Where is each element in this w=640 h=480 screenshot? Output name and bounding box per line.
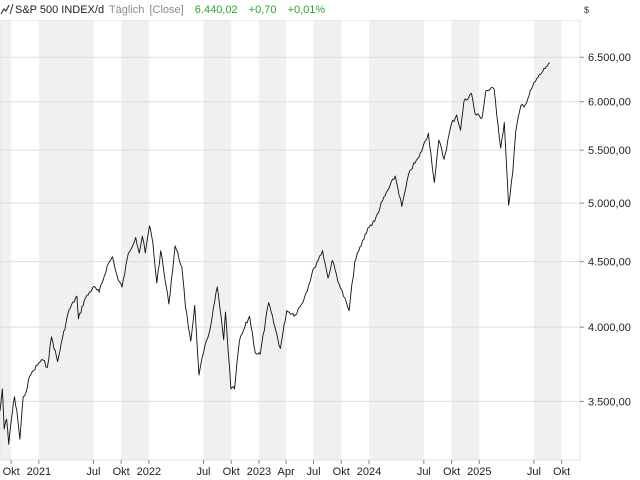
y-axis: 3.500,00 4.000,00 4.500,00 5.000,00 5.500,00… (580, 52, 631, 408)
period-band (203, 20, 232, 460)
line-chart-icon (0, 3, 14, 15)
y-tick-label: 5.500,00 (588, 145, 631, 157)
price-line (0, 62, 550, 445)
chart-header: S&P 500 INDEX/d Täglich [Close] 6.440,02… (0, 0, 580, 20)
x-axis: Okt 2021 Jul Okt 2022 Jul Okt 2023 Apr Jul Okt 2024… (3, 460, 570, 478)
gridlines (0, 56, 580, 402)
y-tick-label: 6.500,00 (588, 52, 631, 64)
x-tick-label: 2023 (247, 466, 271, 478)
currency-label: $ (584, 5, 590, 15)
x-tick-label: 2022 (137, 466, 161, 478)
x-tick-label: Jul (86, 466, 100, 478)
period-band (368, 20, 424, 460)
mode-label: [Close] (149, 4, 184, 16)
x-tick-label: Jul (196, 466, 210, 478)
symbol-label: S&P 500 INDEX/d (15, 4, 105, 16)
period-band (38, 20, 94, 460)
x-tick-label: Okt (333, 466, 350, 478)
x-tick-label: Okt (3, 466, 20, 478)
x-tick-label: Okt (223, 466, 240, 478)
period-band (258, 20, 287, 460)
price-series (0, 62, 550, 445)
x-tick-label: Okt (113, 466, 130, 478)
y-tick-label: 3.500,00 (588, 396, 631, 408)
interval-label: Täglich (108, 4, 145, 16)
x-tick-label: Okt (443, 466, 460, 478)
period-bands (0, 20, 562, 460)
x-tick-label: Jul (527, 466, 541, 478)
change-value: +0,70 (248, 4, 277, 16)
y-tick-label: 6.000,00 (588, 97, 631, 109)
change-percent: +0,01% (287, 4, 326, 16)
period-band (0, 20, 12, 460)
x-tick-label: 2025 (467, 466, 491, 478)
period-band (451, 20, 480, 460)
y-tick-label: 4.000,00 (588, 322, 631, 334)
y-tick-label: 4.500,00 (588, 257, 631, 269)
x-tick-label: Okt (553, 466, 570, 478)
x-tick-label: 2024 (357, 466, 381, 478)
period-band (313, 20, 342, 460)
x-tick-label: Apr (278, 466, 295, 478)
period-band (533, 20, 562, 460)
last-value: 6.440,02 (194, 4, 238, 16)
header-background (0, 0, 640, 20)
x-tick-label: Jul (417, 466, 431, 478)
y-tick-label: 5.000,00 (588, 198, 631, 210)
x-tick-label: Jul (306, 466, 320, 478)
x-tick-label: 2021 (27, 466, 51, 478)
